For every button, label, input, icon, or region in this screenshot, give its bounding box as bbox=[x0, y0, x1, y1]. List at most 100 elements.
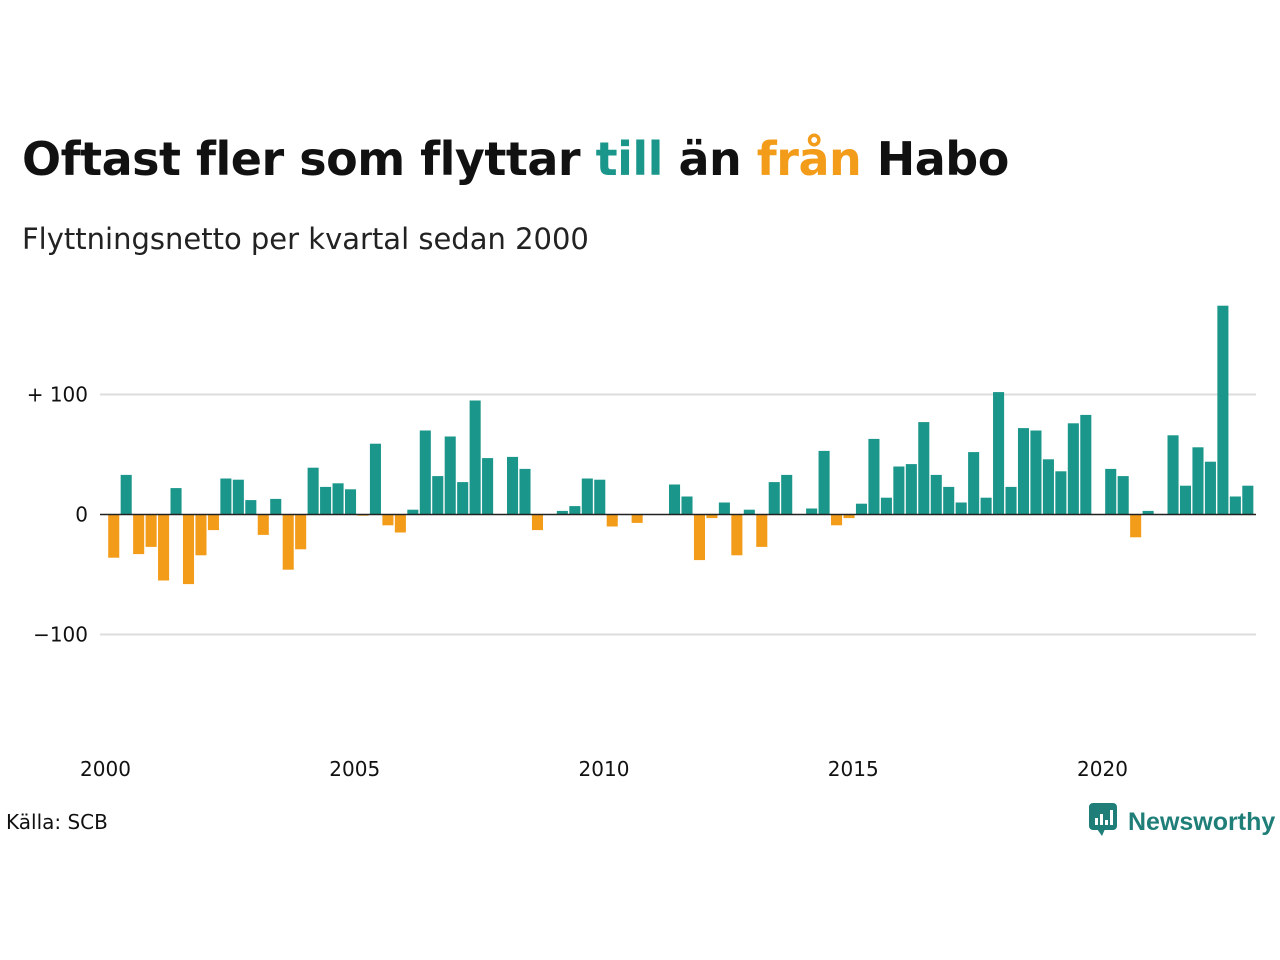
bar bbox=[1067, 423, 1079, 515]
bar bbox=[1242, 485, 1254, 515]
bar bbox=[868, 438, 880, 515]
x-tick-label: 2005 bbox=[329, 757, 380, 781]
bar bbox=[519, 468, 531, 515]
bar bbox=[693, 514, 705, 561]
bar bbox=[818, 450, 830, 515]
bar bbox=[1192, 447, 1204, 515]
brand-name: Newsworthy bbox=[1128, 807, 1276, 836]
bar bbox=[1017, 428, 1030, 515]
newsworthy-logo-icon bbox=[1088, 802, 1120, 842]
bar bbox=[245, 500, 257, 515]
x-tick-label: 2020 bbox=[1077, 757, 1128, 781]
bar bbox=[407, 509, 419, 515]
bar bbox=[681, 496, 693, 515]
title-part-3: Habo bbox=[876, 132, 1010, 186]
bar bbox=[843, 514, 855, 519]
bar bbox=[831, 514, 843, 526]
source-note: Källa: SCB bbox=[6, 810, 108, 834]
bar bbox=[1080, 414, 1092, 515]
bar bbox=[369, 443, 381, 515]
bar bbox=[382, 514, 394, 526]
bar bbox=[1167, 435, 1179, 515]
bar bbox=[1142, 510, 1154, 515]
bar bbox=[1042, 459, 1054, 515]
bar bbox=[781, 474, 793, 515]
bar bbox=[120, 474, 132, 515]
bar bbox=[569, 506, 581, 515]
bar bbox=[1179, 485, 1192, 515]
x-tick-label: 2000 bbox=[80, 757, 131, 781]
bar bbox=[1130, 514, 1142, 538]
title-word-till: till bbox=[595, 132, 664, 186]
bar-chart: + 100 0 −100 2000 2005 2010 2015 2020 bbox=[27, 305, 1256, 781]
bar bbox=[1204, 461, 1216, 515]
bar bbox=[993, 392, 1005, 515]
bar bbox=[930, 474, 942, 515]
x-tick-label: 2015 bbox=[828, 757, 879, 781]
bar bbox=[905, 464, 917, 515]
title-word-fran: från bbox=[756, 132, 862, 186]
bar bbox=[768, 482, 780, 515]
bar bbox=[469, 400, 481, 515]
bar bbox=[482, 458, 494, 515]
bar bbox=[706, 514, 718, 519]
bar bbox=[1105, 468, 1117, 515]
bars bbox=[108, 305, 1254, 585]
bar bbox=[207, 514, 219, 531]
bar bbox=[232, 479, 244, 515]
bar bbox=[220, 478, 232, 515]
bar bbox=[581, 478, 593, 515]
bar bbox=[332, 483, 344, 515]
bar bbox=[806, 508, 818, 515]
bar bbox=[320, 486, 332, 515]
bar bbox=[631, 514, 643, 523]
bar bbox=[394, 514, 406, 533]
bar bbox=[195, 514, 207, 556]
y-tick-label: 0 bbox=[75, 503, 88, 527]
bar bbox=[1217, 305, 1229, 515]
bar bbox=[432, 476, 444, 515]
bar bbox=[133, 514, 145, 555]
bar bbox=[1117, 476, 1129, 515]
axes: + 100 0 −100 2000 2005 2010 2015 2020 bbox=[27, 383, 1256, 781]
bar bbox=[1005, 486, 1017, 515]
bar bbox=[531, 514, 543, 531]
y-tick-label: + 100 bbox=[27, 383, 88, 407]
bar bbox=[158, 514, 170, 581]
bar bbox=[344, 489, 357, 515]
bar bbox=[457, 482, 469, 515]
bar bbox=[257, 514, 269, 535]
bar bbox=[756, 514, 768, 547]
bar bbox=[943, 486, 955, 515]
bar bbox=[918, 422, 930, 515]
newsworthy-brand[interactable]: Newsworthy bbox=[1088, 802, 1275, 842]
x-tick-label: 2010 bbox=[579, 757, 630, 781]
bar bbox=[1229, 496, 1241, 515]
bar bbox=[556, 510, 568, 515]
bar bbox=[295, 514, 307, 550]
bar bbox=[170, 488, 182, 515]
bar bbox=[307, 467, 319, 515]
bar bbox=[718, 502, 730, 515]
bar bbox=[108, 514, 120, 558]
bar bbox=[955, 502, 967, 515]
bar bbox=[282, 514, 294, 570]
bar bbox=[1030, 430, 1042, 515]
bar bbox=[968, 452, 980, 515]
title-part-2: än bbox=[678, 132, 742, 186]
bar bbox=[893, 466, 905, 515]
bar bbox=[855, 503, 868, 515]
bar bbox=[145, 514, 157, 547]
bar bbox=[270, 498, 282, 515]
bar bbox=[444, 436, 456, 515]
bar bbox=[419, 430, 431, 515]
bar bbox=[594, 479, 606, 515]
chart-subtitle: Flyttningsnetto per kvartal sedan 2000 bbox=[22, 222, 589, 256]
grid-lines bbox=[100, 393, 1256, 636]
bar bbox=[507, 456, 519, 515]
title-part-1: Oftast fler som flyttar bbox=[22, 132, 581, 186]
bar bbox=[980, 497, 992, 515]
bar bbox=[182, 514, 195, 585]
chart-title: Oftast fler som flyttar till än från Hab… bbox=[22, 132, 1009, 186]
bar bbox=[731, 514, 743, 556]
